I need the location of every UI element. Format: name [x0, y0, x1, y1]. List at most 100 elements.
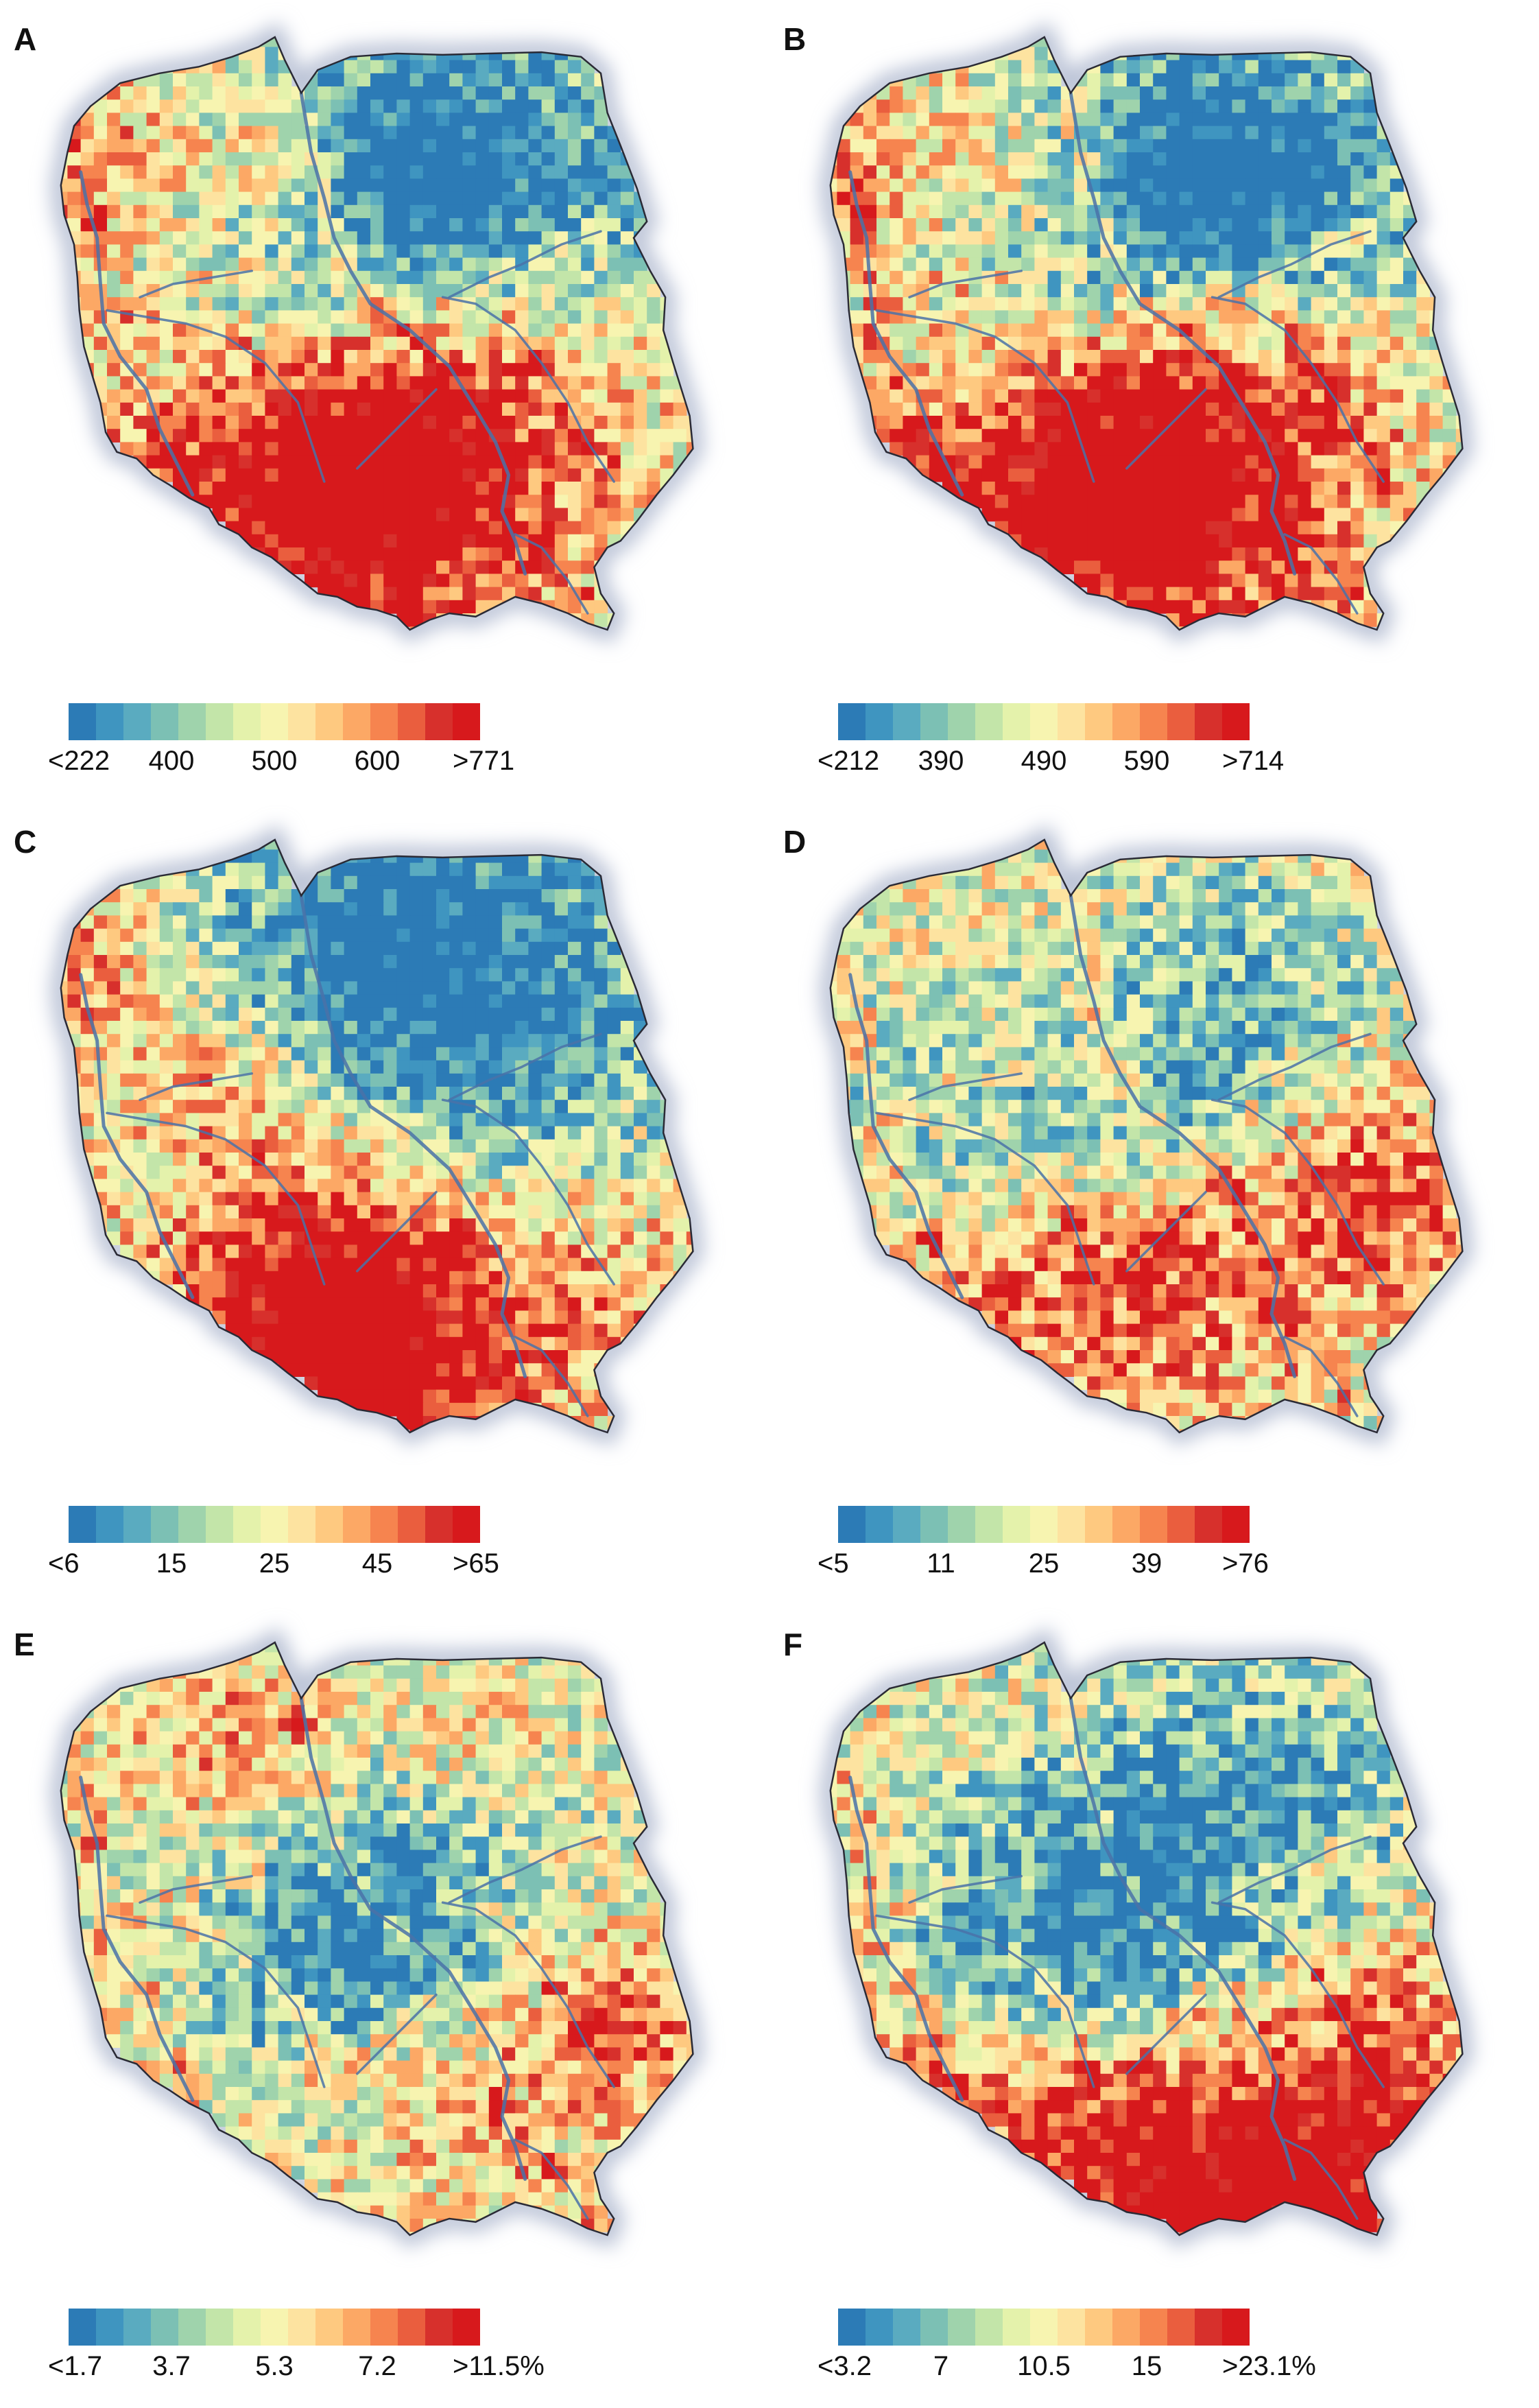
grid-cell — [541, 560, 556, 574]
grid-cell — [1126, 231, 1141, 245]
grid-cell — [1047, 442, 1062, 456]
grid-cell — [186, 1244, 200, 1259]
grid-cell — [252, 875, 265, 890]
grid-cell — [594, 613, 608, 627]
grid-cell — [607, 1284, 621, 1298]
grid-cell — [1034, 270, 1049, 285]
grid-cell — [581, 1218, 595, 1232]
grid-cell — [199, 1231, 213, 1245]
grid-cell — [607, 1087, 621, 1100]
grid-cell — [212, 875, 226, 890]
grid-cell — [383, 284, 397, 298]
grid-cell — [422, 862, 437, 877]
grid-cell — [357, 508, 371, 522]
grid-cell — [357, 1007, 371, 1022]
grid-cell — [620, 389, 634, 403]
grid-cell — [594, 270, 608, 285]
grid-cell — [1363, 139, 1378, 153]
grid-cell — [528, 284, 542, 298]
grid-cell — [186, 941, 200, 956]
grid-cell — [528, 1034, 542, 1048]
grid-cell — [107, 1007, 121, 1022]
grid-cell — [370, 126, 384, 140]
grid-cell — [146, 941, 160, 956]
grid-cell — [488, 284, 503, 298]
grid-cell — [594, 310, 608, 324]
grid-cell — [344, 1258, 358, 1272]
grid-cell — [1021, 310, 1035, 324]
grid-cell — [903, 218, 917, 232]
grid-cell — [1350, 244, 1364, 259]
grid-cell — [968, 482, 983, 495]
grid-cell — [1140, 244, 1154, 259]
grid-cell — [502, 875, 516, 890]
grid-cell — [436, 587, 450, 601]
grid-cell — [383, 968, 397, 982]
grid-cell — [1376, 218, 1391, 232]
grid-cell — [1021, 152, 1035, 166]
grid-cell — [1008, 297, 1022, 311]
grid-cell — [1074, 218, 1088, 232]
grid-cell — [541, 955, 556, 969]
grid-cell — [462, 376, 477, 390]
grid-cell — [620, 495, 634, 508]
grid-cell — [186, 297, 200, 311]
grid-cell — [1416, 323, 1430, 338]
grid-cell — [1074, 297, 1088, 311]
grid-cell — [528, 60, 542, 74]
grid-cell — [1034, 416, 1049, 429]
grid-cell — [318, 350, 331, 364]
grid-cell — [107, 981, 121, 995]
grid-cell — [1140, 560, 1154, 574]
grid-cell — [370, 482, 384, 495]
grid-cell — [278, 257, 292, 272]
grid-cell — [67, 191, 82, 206]
grid-cell — [265, 178, 279, 193]
grid-cell — [173, 1205, 187, 1219]
grid-cell — [396, 468, 411, 482]
grid-cell — [673, 402, 687, 416]
grid-cell — [370, 310, 384, 324]
grid-cell — [199, 178, 213, 193]
grid-cell — [1285, 60, 1298, 74]
grid-cell — [449, 139, 463, 153]
grid-cell — [422, 218, 437, 232]
grid-cell — [1100, 218, 1114, 232]
grid-cell — [475, 547, 490, 561]
grid-cell — [265, 1284, 279, 1298]
grid-cell — [1258, 495, 1272, 508]
grid-cell — [1363, 468, 1378, 482]
grid-cell — [942, 99, 956, 113]
grid-cell — [488, 73, 503, 87]
grid-cell — [252, 955, 265, 969]
grid-cell — [1311, 574, 1325, 588]
grid-cell — [1389, 191, 1404, 206]
grid-cell — [1008, 231, 1022, 245]
grid-cell — [488, 389, 503, 403]
grid-cell — [225, 928, 239, 943]
grid-cell — [291, 257, 305, 272]
grid-cell — [594, 204, 608, 219]
grid-cell — [541, 126, 556, 140]
grid-cell — [383, 218, 397, 232]
grid-cell — [1389, 310, 1404, 324]
grid-cell — [581, 1100, 595, 1113]
grid-cell — [1337, 244, 1351, 259]
grid-cell — [1311, 99, 1325, 113]
grid-cell — [1337, 73, 1351, 87]
grid-cell — [305, 1113, 318, 1127]
grid-cell — [93, 139, 108, 153]
grid-cell — [594, 336, 608, 351]
grid-cell — [981, 73, 996, 87]
grid-cell — [120, 86, 134, 100]
grid-cell — [1219, 482, 1232, 495]
grid-cell — [436, 297, 450, 311]
grid-cell — [344, 1087, 358, 1100]
grid-cell — [436, 389, 450, 403]
grid-cell — [955, 363, 969, 377]
grid-cell — [449, 547, 463, 561]
grid-cell — [383, 376, 397, 390]
grid-cell — [488, 60, 503, 74]
grid-cell — [554, 1073, 569, 1087]
grid-cell — [981, 495, 996, 508]
